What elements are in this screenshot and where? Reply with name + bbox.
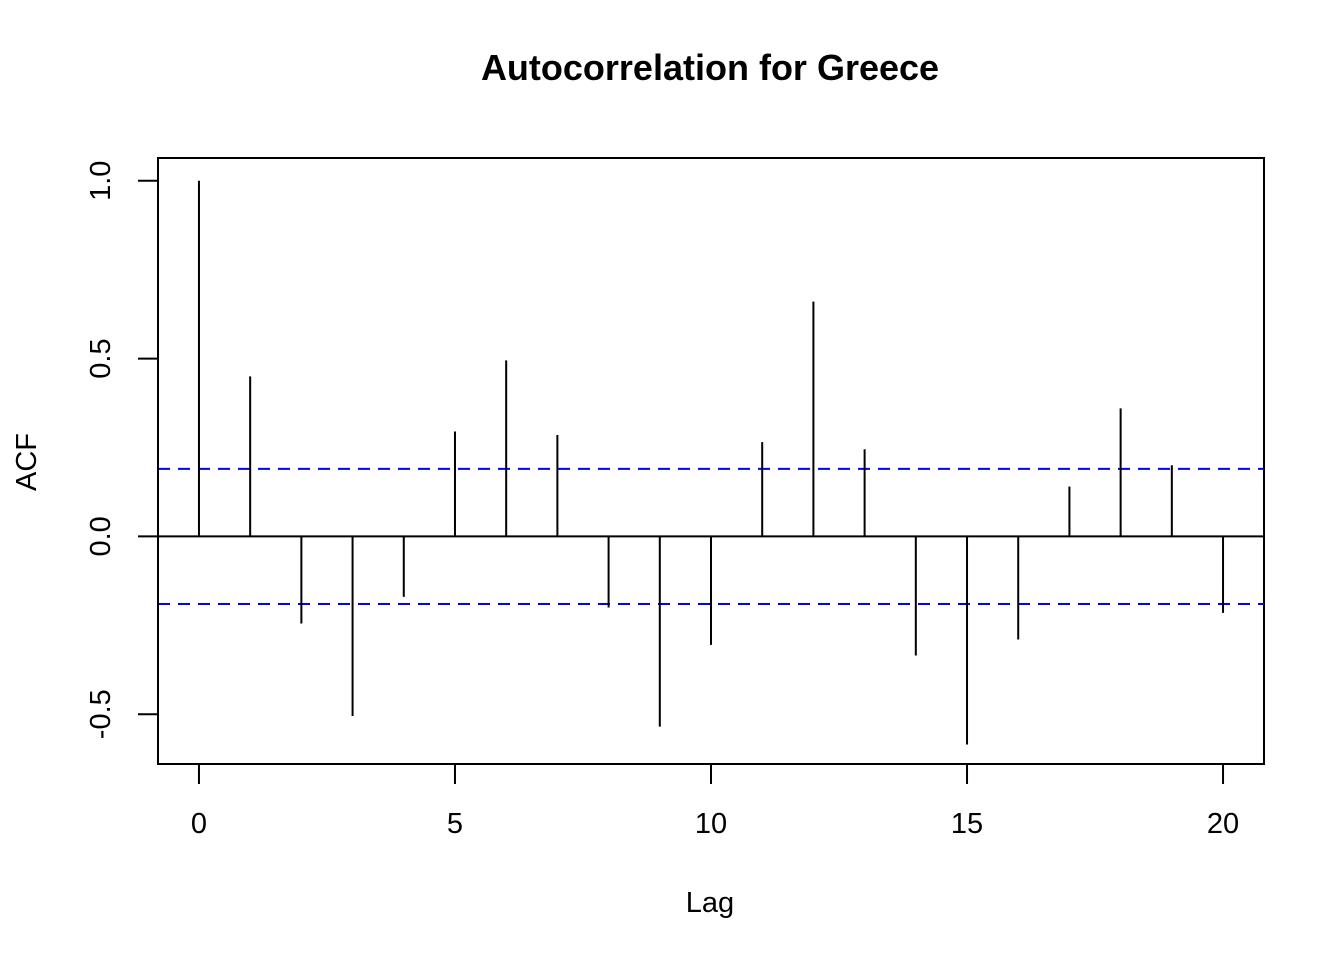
x-axis-label: Lag (686, 887, 734, 919)
y-axis: -0.5 0.0 0.5 1.0 (85, 161, 159, 739)
y-tick-label-0_5: 0.5 (85, 338, 117, 378)
y-axis-label: ACF (11, 433, 43, 491)
x-tick-label-0: 0 (191, 808, 207, 840)
y-tick-label-1: 1.0 (85, 161, 117, 201)
x-axis: 0 5 10 15 20 (191, 763, 1239, 840)
x-tick-label-5: 5 (447, 808, 463, 840)
x-tick-label-15: 15 (951, 808, 983, 840)
chart-marks (158, 180, 1264, 745)
chart-title: Autocorrelation for Greece (481, 47, 939, 88)
x-tick-label-20: 20 (1207, 808, 1239, 840)
y-tick-label-minus-0_5: -0.5 (85, 689, 117, 739)
x-tick-label-10: 10 (695, 808, 727, 840)
plot-frame (157, 157, 1265, 765)
y-tick-label-0: 0.0 (85, 516, 117, 556)
